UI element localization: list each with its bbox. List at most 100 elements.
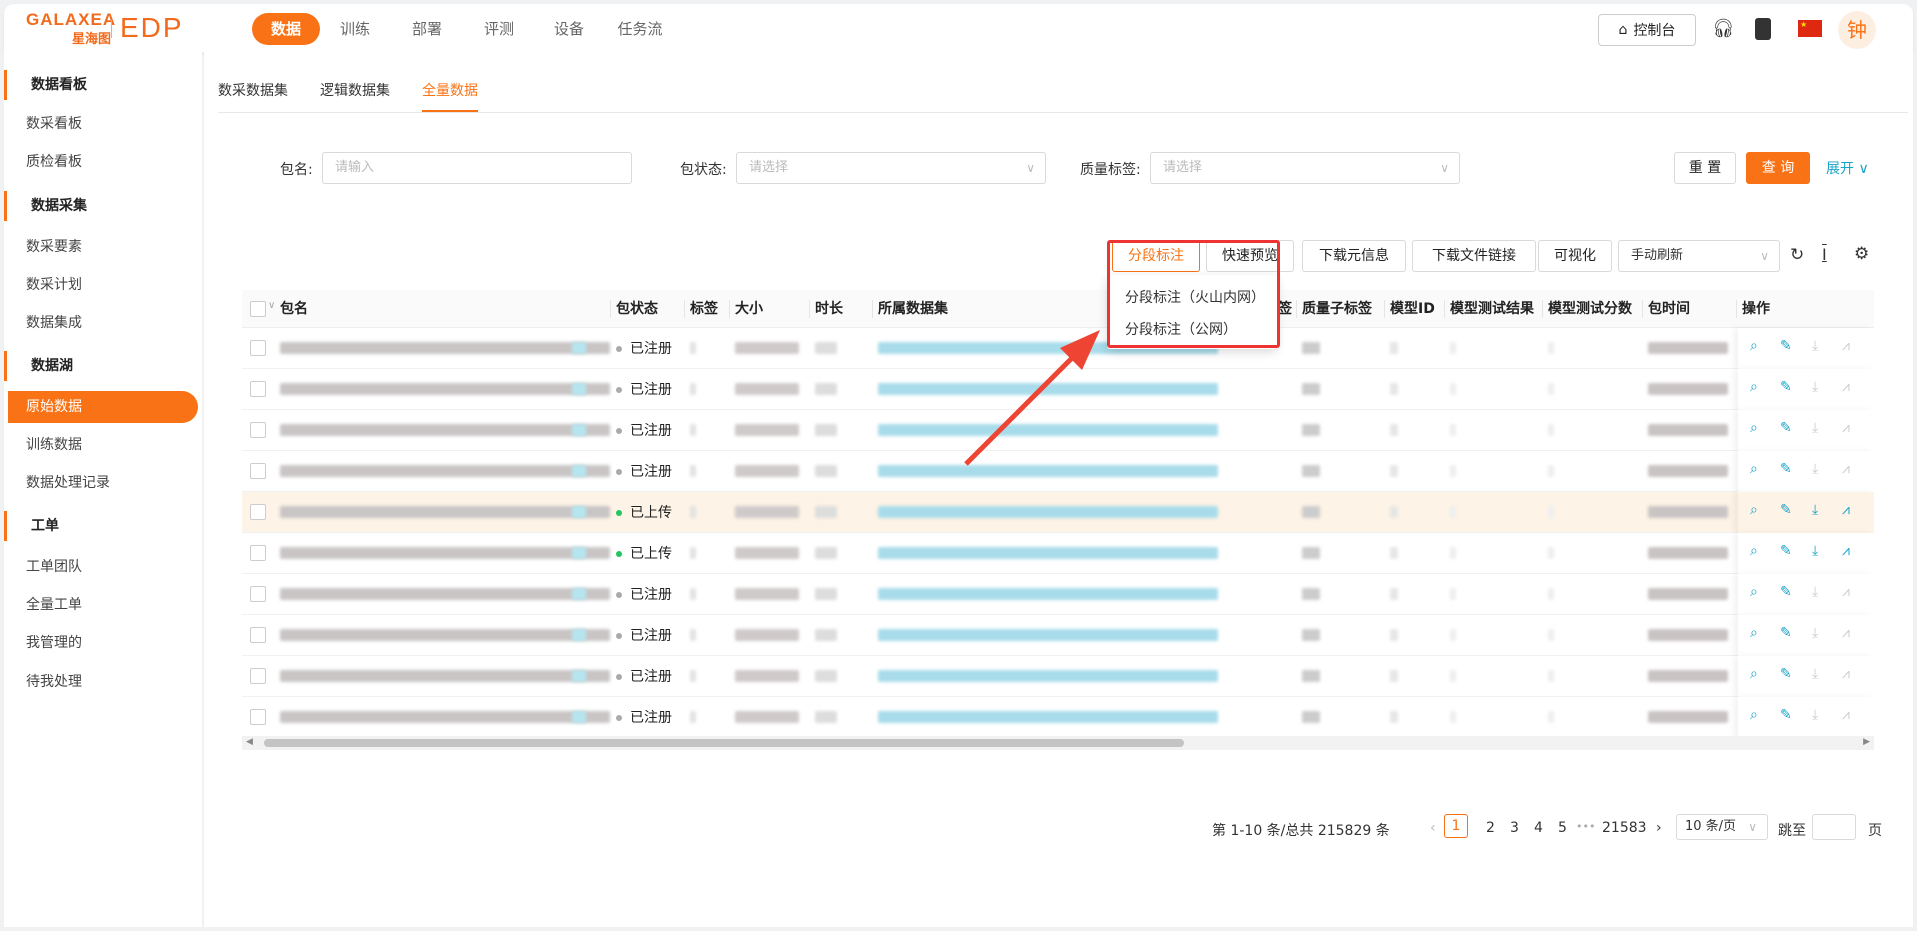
edit-icon[interactable]: ✎ <box>1780 420 1792 436</box>
download-icon[interactable]: ⤓ <box>1812 338 1819 354</box>
column-header[interactable]: 包名 <box>280 301 308 317</box>
edit-icon[interactable]: ✎ <box>1780 543 1792 559</box>
china-flag-icon[interactable]: ★ <box>1798 20 1822 37</box>
download-icon[interactable]: ⤓ <box>1812 584 1819 600</box>
column-header[interactable]: 包时间 <box>1648 301 1690 317</box>
chart-icon[interactable]: ⩘ <box>1842 420 1850 436</box>
page-5[interactable]: 5 <box>1558 820 1567 836</box>
package-status-select[interactable]: 请选择 ∨ <box>736 152 1046 184</box>
book-icon[interactable] <box>1755 18 1771 40</box>
row-checkbox[interactable] <box>250 504 266 520</box>
tab-2[interactable]: 全量数据 <box>422 80 478 112</box>
download-icon[interactable]: ⤓ <box>1812 461 1819 477</box>
page-2[interactable]: 2 <box>1486 820 1495 836</box>
column-header[interactable]: 大小 <box>735 301 763 317</box>
page-last[interactable]: 21583 <box>1602 820 1647 836</box>
row-checkbox[interactable] <box>250 668 266 684</box>
edit-icon[interactable]: ✎ <box>1780 584 1792 600</box>
download-links-button[interactable]: 下载文件链接 <box>1412 240 1536 272</box>
chart-icon[interactable]: ⩘ <box>1842 543 1850 559</box>
menu-item-volcano-intranet[interactable]: 分段标注（火山内网） <box>1125 290 1265 306</box>
sidebar-item[interactable]: 我管理的 <box>26 635 82 651</box>
chart-icon[interactable]: ⩘ <box>1842 584 1850 600</box>
download-icon[interactable]: ⤓ <box>1812 420 1819 436</box>
refresh-icon[interactable]: ↻ <box>1790 245 1805 265</box>
column-header[interactable]: 签 <box>1278 301 1292 317</box>
sidebar-item[interactable]: 待我处理 <box>26 674 82 690</box>
chart-icon[interactable]: ⩘ <box>1842 502 1850 518</box>
page-size-select[interactable]: 10 条/页 ∨ <box>1676 814 1768 840</box>
sidebar-item[interactable]: 数采要素 <box>26 239 82 255</box>
scroll-right-icon[interactable]: ▶ <box>1863 737 1870 747</box>
table-row[interactable]: 已上传 ⌕ ✎ ⤓ ⩘ <box>242 533 1874 574</box>
horizontal-scrollbar[interactable]: ◀ ▶ <box>242 736 1874 750</box>
row-height-icon[interactable]: I <box>1822 245 1827 264</box>
sidebar-item[interactable]: 数据处理记录 <box>26 475 110 491</box>
menu-item-public-network[interactable]: 分段标注（公网） <box>1125 322 1237 338</box>
expand-link[interactable]: 展开 ∨ <box>1826 158 1869 178</box>
download-icon[interactable]: ⤓ <box>1812 666 1819 682</box>
edit-icon[interactable]: ✎ <box>1780 625 1792 641</box>
tab-0[interactable]: 数采数据集 <box>218 83 288 99</box>
chevron-down-icon[interactable]: ∨ <box>268 300 276 311</box>
edit-icon[interactable]: ✎ <box>1780 338 1792 354</box>
quality-label-select[interactable]: 请选择 ∨ <box>1150 152 1460 184</box>
edit-icon[interactable]: ✎ <box>1780 502 1792 518</box>
nav-2[interactable]: 部署 <box>411 20 442 38</box>
sidebar-item[interactable]: 训练数据 <box>26 437 82 453</box>
page-1[interactable]: 1 <box>1444 814 1468 838</box>
search-icon[interactable]: ⌕ <box>1750 666 1758 682</box>
sidebar-item[interactable]: 数据集成 <box>26 315 82 331</box>
row-checkbox[interactable] <box>250 709 266 725</box>
download-icon[interactable]: ⤓ <box>1812 379 1819 395</box>
scroll-left-icon[interactable]: ◀ <box>246 737 253 747</box>
column-header[interactable]: 标签 <box>690 301 718 317</box>
sidebar-item[interactable]: 工单团队 <box>26 559 82 575</box>
edit-icon[interactable]: ✎ <box>1780 666 1792 682</box>
search-icon[interactable]: ⌕ <box>1750 625 1758 641</box>
refresh-mode-select[interactable]: 手动刷新 ∨ <box>1618 240 1780 272</box>
search-icon[interactable]: ⌕ <box>1750 502 1758 518</box>
row-checkbox[interactable] <box>250 463 266 479</box>
download-icon[interactable]: ⤓ <box>1812 625 1819 641</box>
select-all-checkbox[interactable] <box>250 301 266 317</box>
chart-icon[interactable]: ⩘ <box>1842 666 1850 682</box>
row-checkbox[interactable] <box>250 381 266 397</box>
chart-icon[interactable]: ⩘ <box>1842 338 1850 354</box>
download-icon[interactable]: ⤓ <box>1812 502 1819 518</box>
console-button[interactable]: ⌂ 控制台 <box>1598 14 1696 46</box>
table-row[interactable]: 已注册 ⌕ ✎ ⤓ ⩘ <box>242 615 1874 656</box>
column-header[interactable]: 质量子标签 <box>1302 301 1372 317</box>
scrollbar-thumb[interactable] <box>264 739 1184 747</box>
row-checkbox[interactable] <box>250 627 266 643</box>
avatar[interactable]: 钟 <box>1838 11 1876 49</box>
nav-5[interactable]: 任务流 <box>617 20 663 38</box>
table-row[interactable]: 已注册 ⌕ ✎ ⤓ ⩘ <box>242 369 1874 410</box>
nav-3[interactable]: 评测 <box>483 20 514 38</box>
package-name-input[interactable]: 请输入 <box>322 152 632 184</box>
query-button[interactable]: 查 询 <box>1746 152 1810 184</box>
next-page-icon[interactable]: › <box>1656 820 1662 836</box>
download-icon[interactable]: ⤓ <box>1812 543 1819 559</box>
sidebar-item[interactable]: 质检看板 <box>26 154 82 170</box>
search-icon[interactable]: ⌕ <box>1750 379 1758 395</box>
segment-annotate-button[interactable]: 分段标注 <box>1112 240 1200 272</box>
table-row[interactable]: 已注册 ⌕ ✎ ⤓ ⩘ <box>242 451 1874 492</box>
table-row[interactable]: 已注册 ⌕ ✎ ⤓ ⩘ <box>242 656 1874 697</box>
chart-icon[interactable]: ⩘ <box>1842 461 1850 477</box>
chart-icon[interactable]: ⩘ <box>1842 707 1850 723</box>
row-checkbox[interactable] <box>250 422 266 438</box>
column-header[interactable]: 模型测试分数 <box>1548 301 1632 317</box>
row-checkbox[interactable] <box>250 340 266 356</box>
row-checkbox[interactable] <box>250 545 266 561</box>
download-icon[interactable]: ⤓ <box>1812 707 1819 723</box>
edit-icon[interactable]: ✎ <box>1780 379 1792 395</box>
jump-input[interactable] <box>1812 814 1856 840</box>
column-header[interactable]: 模型ID <box>1390 301 1435 317</box>
nav-0[interactable]: 数据 <box>252 13 320 45</box>
page-3[interactable]: 3 <box>1510 820 1519 836</box>
visualize-button[interactable]: 可视化 <box>1538 240 1612 272</box>
row-checkbox[interactable] <box>250 586 266 602</box>
sidebar-item[interactable]: 全量工单 <box>26 597 82 613</box>
headset-icon[interactable]: 🎧︎ <box>1712 18 1735 39</box>
